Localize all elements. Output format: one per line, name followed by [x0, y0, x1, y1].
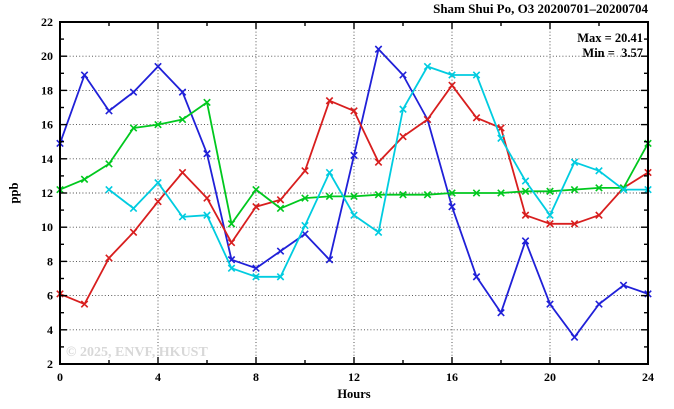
x-tick-label: 12 [348, 370, 360, 384]
y-tick-label: 2 [47, 357, 53, 371]
annotation-min: Min = 3.57 [582, 46, 643, 60]
series-markers [105, 62, 652, 281]
y-tick-label: 16 [41, 118, 53, 132]
x-tick-label: 4 [155, 370, 161, 384]
y-tick-label: 10 [41, 220, 53, 234]
series-day-4-cyan [105, 62, 652, 281]
y-tick-label: 4 [47, 323, 53, 337]
series-line [108, 65, 648, 278]
chart-title: Sham Shui Po, O3 20200701–20200704 [433, 1, 648, 16]
y-tick-label: 22 [41, 15, 53, 29]
y-tick-label: 14 [41, 152, 53, 166]
x-tick-label: 8 [253, 370, 259, 384]
x-axis-label: Hours [337, 387, 370, 401]
y-tick-label: 8 [47, 254, 53, 268]
plot-border [59, 21, 649, 365]
y-tick-label: 18 [41, 83, 53, 97]
y-tick-label: 20 [41, 49, 53, 63]
watermark: © 2025, ENVF, HKUST [66, 345, 208, 360]
y-tick-label: 6 [47, 289, 53, 303]
annotation-max: Max = 20.41 [577, 31, 643, 45]
x-tick-label: 24 [642, 370, 654, 384]
x-tick-label: 0 [57, 370, 63, 384]
y-tick-label: 12 [41, 186, 53, 200]
y-axis-label: ppb [7, 183, 21, 204]
x-tick-label: 20 [544, 370, 556, 384]
gridlines [60, 22, 648, 364]
x-tick-label: 16 [446, 370, 458, 384]
